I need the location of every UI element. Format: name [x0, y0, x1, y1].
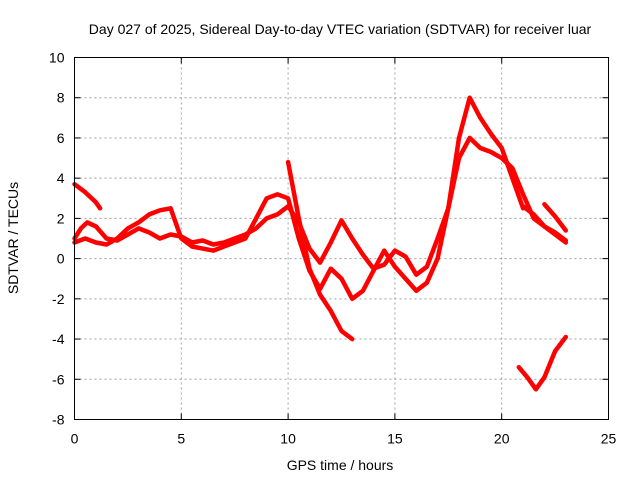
- series-line-trace-c: [72, 95, 526, 302]
- y-tick-label: 10: [49, 50, 65, 66]
- series-line-trace-f: [542, 202, 569, 233]
- plot-frame: [74, 57, 609, 420]
- x-axis-label: GPS time / hours: [287, 457, 394, 473]
- x-tick-label: 20: [494, 431, 510, 447]
- series-line-trace-d: [285, 159, 355, 342]
- grid: [74, 57, 609, 420]
- y-tick-label: -6: [52, 371, 65, 387]
- x-tick-label: 25: [601, 431, 617, 447]
- y-tick-label: 6: [57, 130, 65, 146]
- chart-title: Day 027 of 2025, Sidereal Day-to-day VTE…: [89, 21, 592, 37]
- y-tick-label: -4: [52, 331, 65, 347]
- y-tick-label: -8: [52, 412, 65, 428]
- x-tick-label: 0: [71, 431, 79, 447]
- y-tick-label: -2: [52, 291, 65, 307]
- y-tick-label: 4: [57, 170, 65, 186]
- series-group: [72, 95, 569, 392]
- y-tick-label: 8: [57, 90, 65, 106]
- y-tick-label: 2: [57, 210, 65, 226]
- series-line-trace-g: [516, 334, 569, 392]
- series-line-trace-b: [72, 135, 569, 277]
- y-axis-label: SDTVAR / TECUs: [5, 182, 21, 294]
- x-tick-label: 10: [280, 431, 296, 447]
- x-tick-label: 15: [387, 431, 403, 447]
- series-line-trace-e: [520, 204, 569, 245]
- y-tick-label: 0: [57, 251, 65, 267]
- x-tick-label: 5: [177, 431, 185, 447]
- series-line-trace-a: [72, 181, 103, 211]
- ticks: 0 5 10 15 20 25 -8 -6 -4 -2 0 2 4 6 8 10: [49, 50, 617, 447]
